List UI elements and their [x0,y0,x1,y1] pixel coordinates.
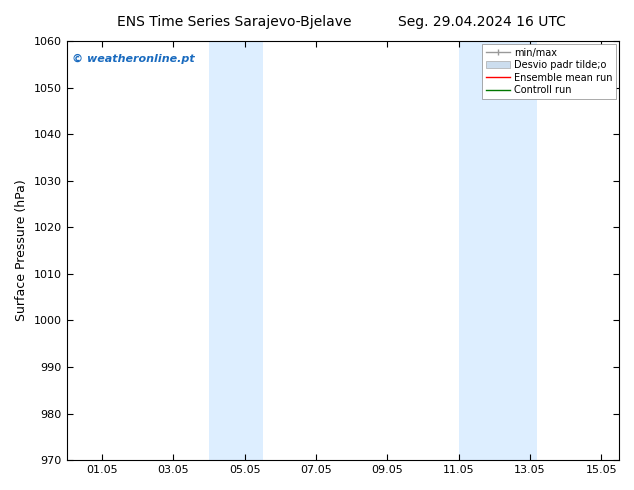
Text: Seg. 29.04.2024 16 UTC: Seg. 29.04.2024 16 UTC [398,15,566,29]
Legend: min/max, Desvio padr tilde;o, Ensemble mean run, Controll run: min/max, Desvio padr tilde;o, Ensemble m… [482,44,616,99]
Bar [458,41,537,460]
Bar [209,41,262,460]
Text: ENS Time Series Sarajevo-Bjelave: ENS Time Series Sarajevo-Bjelave [117,15,352,29]
Y-axis label: Surface Pressure (hPa): Surface Pressure (hPa) [15,180,28,321]
Text: © weatheronline.pt: © weatheronline.pt [72,53,195,64]
